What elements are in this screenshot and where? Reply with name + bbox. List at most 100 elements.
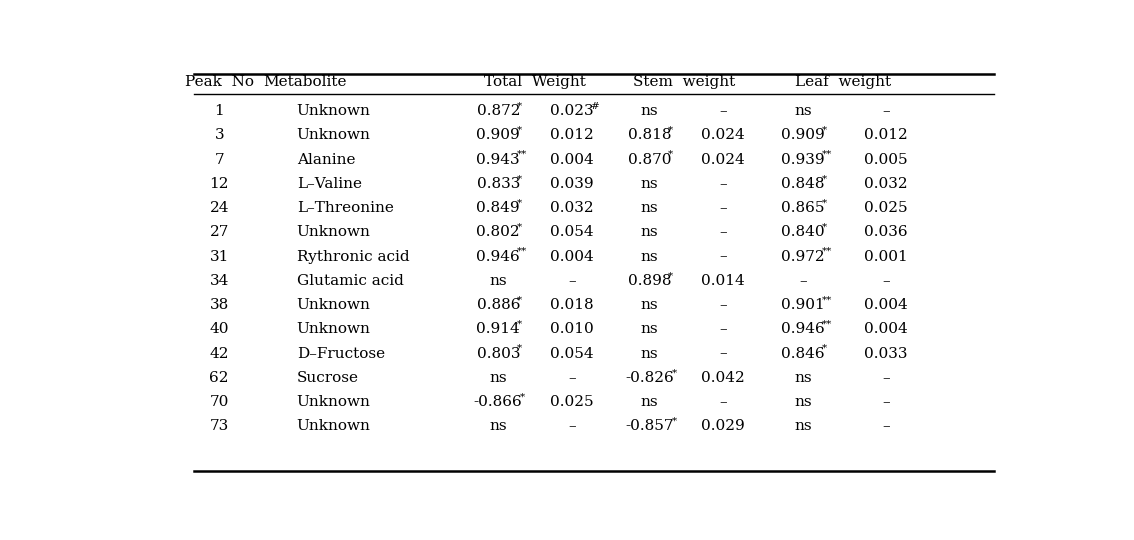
Text: 40: 40 — [210, 322, 229, 336]
Text: ns: ns — [794, 371, 812, 385]
Text: –: – — [719, 225, 727, 239]
Text: Rythronic acid: Rythronic acid — [297, 249, 409, 264]
Text: 0.909: 0.909 — [781, 129, 824, 142]
Text: 0.901: 0.901 — [781, 298, 824, 312]
Text: 27: 27 — [210, 225, 229, 239]
Text: 0.018: 0.018 — [550, 298, 594, 312]
Text: D–Fructose: D–Fructose — [297, 347, 384, 361]
Text: 0.909: 0.909 — [476, 129, 521, 142]
Text: 0.001: 0.001 — [864, 249, 907, 264]
Text: ns: ns — [641, 322, 658, 336]
Text: *: * — [517, 174, 522, 183]
Text: *: * — [517, 295, 522, 305]
Text: 0.870: 0.870 — [627, 152, 671, 166]
Text: 0.014: 0.014 — [701, 274, 745, 288]
Text: Glutamic acid: Glutamic acid — [297, 274, 404, 288]
Text: 0.914: 0.914 — [476, 322, 521, 336]
Text: ns: ns — [641, 395, 658, 409]
Text: 34: 34 — [210, 274, 229, 288]
Text: Unknown: Unknown — [297, 298, 371, 312]
Text: –: – — [719, 177, 727, 191]
Text: Sucrose: Sucrose — [297, 371, 358, 385]
Text: *: * — [821, 199, 827, 207]
Text: 0.818: 0.818 — [627, 129, 671, 142]
Text: *: * — [521, 393, 525, 402]
Text: –: – — [799, 274, 806, 288]
Text: ns: ns — [641, 104, 658, 118]
Text: –: – — [719, 347, 727, 361]
Text: 0.023: 0.023 — [550, 104, 594, 118]
Text: 0.803: 0.803 — [476, 347, 521, 361]
Text: 0.004: 0.004 — [550, 249, 594, 264]
Text: –: – — [719, 395, 727, 409]
Text: –: – — [719, 298, 727, 312]
Text: 38: 38 — [210, 298, 229, 312]
Text: Total  Weight: Total Weight — [484, 75, 585, 89]
Text: –: – — [568, 371, 576, 385]
Text: 0.946: 0.946 — [476, 249, 521, 264]
Text: L–Valine: L–Valine — [297, 177, 362, 191]
Text: ns: ns — [641, 347, 658, 361]
Text: –: – — [568, 420, 576, 433]
Text: Unknown: Unknown — [297, 395, 371, 409]
Text: ns: ns — [641, 225, 658, 239]
Text: 0.848: 0.848 — [781, 177, 824, 191]
Text: 0.946: 0.946 — [781, 322, 824, 336]
Text: 0.024: 0.024 — [701, 129, 745, 142]
Text: -0.857: -0.857 — [625, 420, 674, 433]
Text: 0.972: 0.972 — [781, 249, 824, 264]
Text: ns: ns — [794, 395, 812, 409]
Text: –: – — [882, 371, 889, 385]
Text: *: * — [821, 223, 827, 232]
Text: 0.042: 0.042 — [701, 371, 745, 385]
Text: ns: ns — [641, 201, 658, 215]
Text: 0.939: 0.939 — [781, 152, 824, 166]
Text: 0.032: 0.032 — [550, 201, 594, 215]
Text: Metabolite: Metabolite — [263, 75, 346, 89]
Text: 0.032: 0.032 — [864, 177, 907, 191]
Text: ns: ns — [794, 420, 812, 433]
Text: *: * — [668, 126, 674, 135]
Text: 0.033: 0.033 — [864, 347, 907, 361]
Text: 0.004: 0.004 — [864, 298, 907, 312]
Text: Stem  weight: Stem weight — [633, 75, 735, 89]
Text: 0.025: 0.025 — [864, 201, 907, 215]
Text: –: – — [568, 274, 576, 288]
Text: 12: 12 — [210, 177, 229, 191]
Text: 0.833: 0.833 — [476, 177, 519, 191]
Text: –: – — [882, 274, 889, 288]
Text: 0.036: 0.036 — [864, 225, 907, 239]
Text: 0.054: 0.054 — [550, 347, 594, 361]
Text: ns: ns — [490, 371, 507, 385]
Text: 0.840: 0.840 — [781, 225, 824, 239]
Text: 0.865: 0.865 — [781, 201, 824, 215]
Text: *: * — [671, 368, 677, 377]
Text: 0.943: 0.943 — [476, 152, 521, 166]
Text: *: * — [517, 320, 522, 329]
Text: 0.005: 0.005 — [864, 152, 907, 166]
Text: Peak  No: Peak No — [185, 75, 254, 89]
Text: 0.802: 0.802 — [476, 225, 521, 239]
Text: –: – — [882, 420, 889, 433]
Text: ns: ns — [641, 249, 658, 264]
Text: 0.054: 0.054 — [550, 225, 594, 239]
Text: *: * — [671, 417, 677, 426]
Text: 0.039: 0.039 — [550, 177, 594, 191]
Text: 0.846: 0.846 — [781, 347, 824, 361]
Text: ns: ns — [490, 420, 507, 433]
Text: 0.004: 0.004 — [864, 322, 907, 336]
Text: Unknown: Unknown — [297, 129, 371, 142]
Text: 0.898: 0.898 — [627, 274, 671, 288]
Text: ns: ns — [490, 274, 507, 288]
Text: *: * — [821, 174, 827, 183]
Text: *: * — [517, 199, 522, 207]
Text: **: ** — [821, 295, 831, 305]
Text: 62: 62 — [210, 371, 229, 385]
Text: 1: 1 — [214, 104, 225, 118]
Text: 0.012: 0.012 — [550, 129, 594, 142]
Text: *: * — [517, 344, 522, 353]
Text: **: ** — [821, 150, 831, 159]
Text: *: * — [517, 102, 522, 111]
Text: **: ** — [517, 150, 527, 159]
Text: –: – — [719, 104, 727, 118]
